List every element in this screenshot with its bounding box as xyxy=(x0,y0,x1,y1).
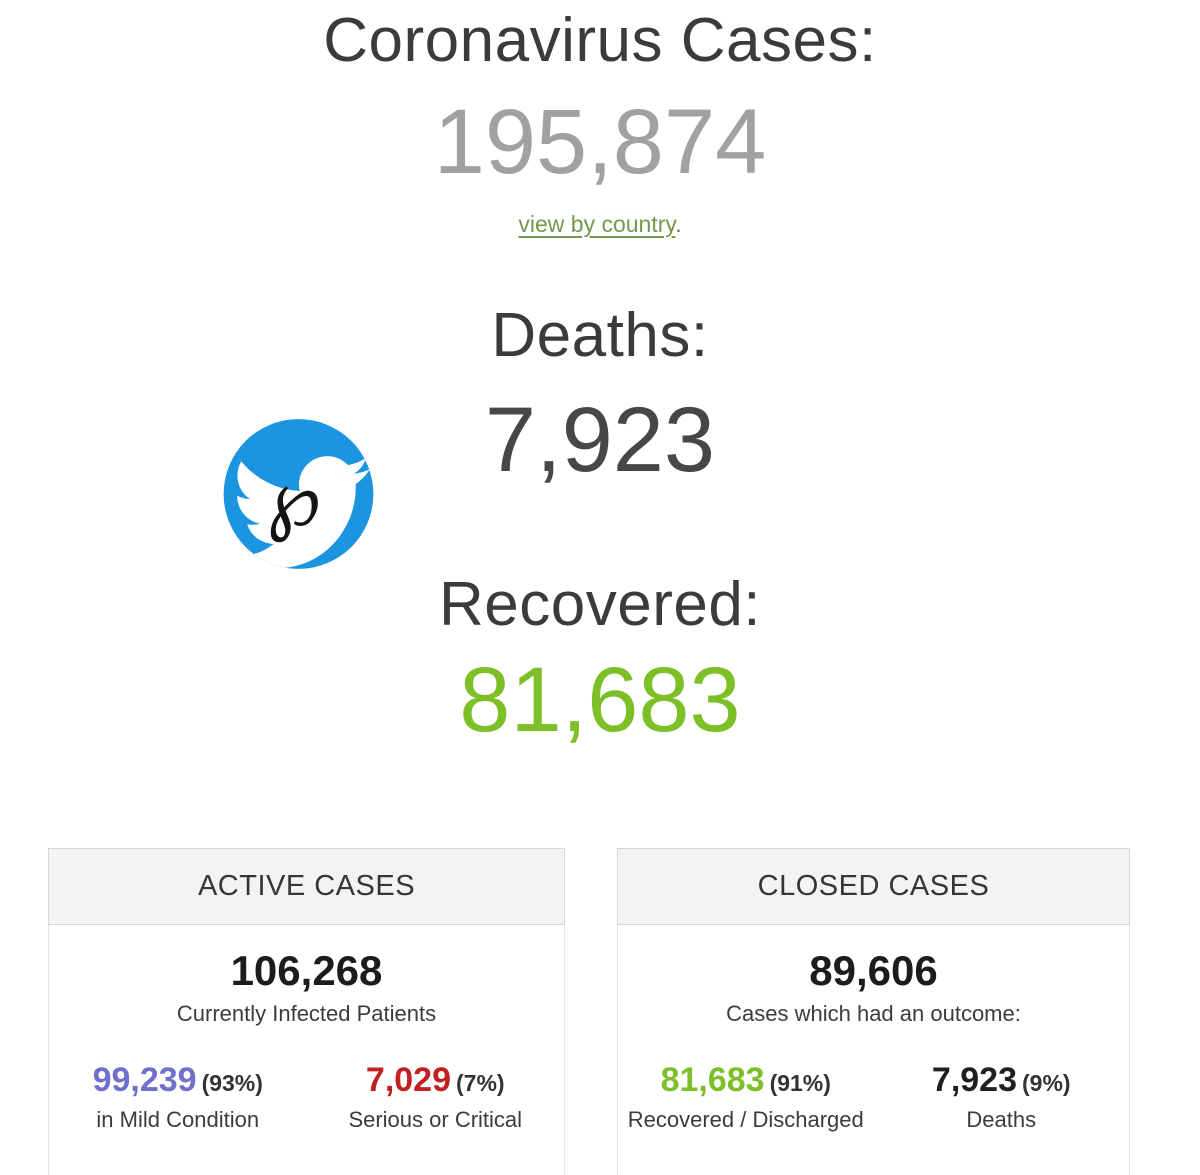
recovered-count: 81,683 xyxy=(459,649,741,751)
deaths-title: Deaths: xyxy=(491,301,709,370)
closed-cases-header: CLOSED CASES xyxy=(617,848,1130,925)
recovered-discharged-label: Recovered / Discharged xyxy=(627,1107,864,1133)
mild-condition-label: in Mild Condition xyxy=(96,1107,260,1133)
link-period: . xyxy=(675,211,682,237)
deaths-stat-percent: (9%) xyxy=(1022,1070,1071,1097)
logo-monogram-p: ℘ xyxy=(267,454,321,544)
active-cases-body: 106,268 Currently Infected Patients 99,2… xyxy=(48,925,565,1175)
serious-critical-value: 7,029 xyxy=(365,1061,452,1100)
serious-critical-percent: (7%) xyxy=(456,1070,505,1097)
closed-cases-total: 89,606 xyxy=(809,947,938,994)
mild-condition-value: 99,239 xyxy=(92,1061,197,1100)
bird-icon xyxy=(231,456,370,569)
deaths-count: 7,923 xyxy=(484,389,716,491)
mild-condition-stat: 99,239 (93%) in Mild Condition xyxy=(49,1061,307,1133)
mild-condition-percent: (93%) xyxy=(201,1070,263,1097)
twitter-bird-watermark-logo: ℘ xyxy=(220,416,377,572)
serious-critical-stat: 7,029 (7%) Serious or Critical xyxy=(307,1061,565,1133)
recovered-discharged-value: 81,683 xyxy=(660,1061,765,1100)
view-by-country-row: view by country. xyxy=(0,211,1200,238)
active-cases-panel: ACTIVE CASES 106,268 Currently Infected … xyxy=(48,848,565,1175)
recovered-discharged-stat: 81,683 (91%) Recovered / Discharged xyxy=(618,1061,874,1133)
closed-cases-stats: 81,683 (91%) Recovered / Discharged 7,923… xyxy=(618,1061,1129,1133)
view-by-country-link[interactable]: view by country xyxy=(518,211,676,237)
serious-critical-label: Serious or Critical xyxy=(348,1107,523,1133)
closed-cases-subtitle: Cases which had an outcome: xyxy=(726,1001,1021,1027)
active-cases-stats: 99,239 (93%) in Mild Condition 7,029 (7%) … xyxy=(49,1061,564,1133)
recovered-title: Recovered: xyxy=(438,570,762,639)
deaths-stat-value: 7,923 xyxy=(931,1061,1018,1100)
active-cases-subtitle: Currently Infected Patients xyxy=(176,1001,437,1027)
cases-count: 195,874 xyxy=(433,91,767,193)
closed-cases-panel: CLOSED CASES 89,606 Cases which had an o… xyxy=(617,848,1130,1175)
deaths-stat: 7,923 (9%) Deaths xyxy=(874,1061,1130,1133)
recovered-discharged-percent: (91%) xyxy=(769,1070,831,1097)
cases-title: Coronavirus Cases: xyxy=(323,6,877,75)
active-cases-total: 106,268 xyxy=(230,947,383,994)
active-cases-header: ACTIVE CASES xyxy=(48,848,565,925)
deaths-stat-label: Deaths xyxy=(966,1107,1037,1133)
closed-cases-body: 89,606 Cases which had an outcome: 81,68… xyxy=(617,925,1130,1175)
